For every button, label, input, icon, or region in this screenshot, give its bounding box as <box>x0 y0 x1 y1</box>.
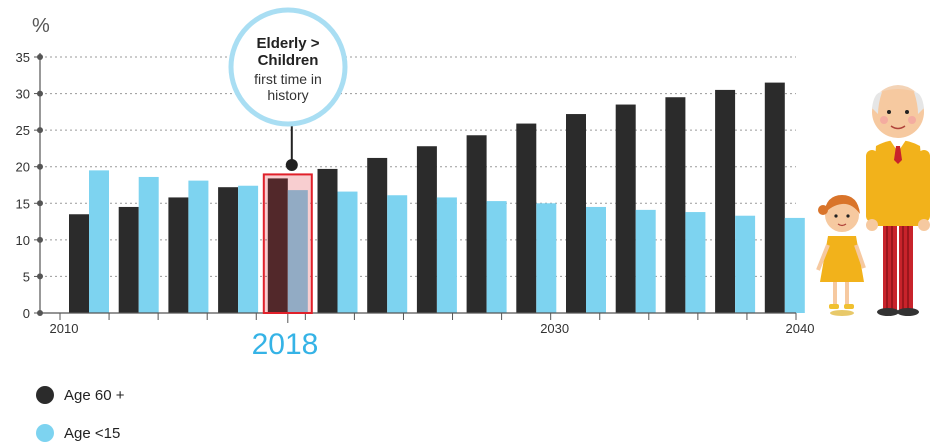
bar-elderly-2022 <box>367 157 388 313</box>
bar-elderly-2036 <box>715 89 736 314</box>
bar-children-2012 <box>138 176 159 313</box>
bar-children-2014 <box>188 180 209 313</box>
bar-children-2032 <box>635 209 656 313</box>
callout-dot <box>285 159 298 171</box>
y-tick-label-15: 15 <box>16 196 30 211</box>
bar-children-2034 <box>685 212 706 313</box>
callout-text-line-0: first time in <box>254 71 322 87</box>
callout-bubble: Elderly > Children first time in history <box>228 7 348 127</box>
bar-children-2038 <box>784 217 805 313</box>
bar-elderly-2020 <box>317 168 338 313</box>
bar-children-2030 <box>586 206 606 313</box>
bar-elderly-2026 <box>466 135 487 313</box>
bar-elderly-2038 <box>764 82 785 313</box>
axes: 0 5 10 15 20 25 30 35 2010 2030 2040 <box>16 50 815 336</box>
bar-children-2026 <box>486 201 507 313</box>
callout-text-line-1: history <box>267 87 308 103</box>
y-tick-label-0: 0 <box>23 306 30 321</box>
bar-children-2024 <box>436 197 457 313</box>
bar-elderly-2024 <box>416 146 437 313</box>
y-tick-label-35: 35 <box>16 50 30 65</box>
elderly-man-icon <box>866 85 930 316</box>
bar-elderly-2034 <box>665 97 686 313</box>
bar-elderly-2018 <box>267 178 288 313</box>
bar-children-2020 <box>337 191 358 313</box>
bar-children-2022 <box>387 195 408 313</box>
bar-children-2010 <box>89 170 109 313</box>
x-tick-label-2010: 2010 <box>50 321 79 336</box>
callout-title: Elderly > Children <box>257 35 320 69</box>
x-tick-label-2030: 2030 <box>540 321 569 336</box>
callout-subtitle: first time in history <box>254 71 322 103</box>
bar-elderly-2014 <box>168 197 189 313</box>
legend-item-children: Age <15 <box>36 424 120 442</box>
y-tick-label-30: 30 <box>16 87 30 102</box>
legend-item-elderly: Age 60 + <box>36 386 124 404</box>
bar-elderly-2032 <box>615 104 636 314</box>
bar-children-2028 <box>536 203 557 313</box>
callout-bold-line-0: Elderly > <box>257 35 320 52</box>
bar-elderly-2030 <box>566 114 586 314</box>
bar-elderly-2012 <box>118 206 139 313</box>
legend-label-children: Age <15 <box>64 424 121 442</box>
x-tick-label-2040: 2040 <box>786 321 815 336</box>
bar-children-2016 <box>238 185 259 313</box>
bar-children-2036 <box>735 215 756 313</box>
y-tick-label-20: 20 <box>16 160 30 175</box>
bar-elderly-2016 <box>218 187 239 313</box>
highlight-tint <box>263 174 312 313</box>
y-tick-label-10: 10 <box>16 233 30 248</box>
callout-bold-line-1: Children <box>258 52 319 69</box>
y-tick-label-5: 5 <box>23 269 30 284</box>
young-girl-icon <box>816 195 866 316</box>
legend-label-elderly: Age 60 + <box>64 386 125 404</box>
y-unit-label: % <box>32 15 50 37</box>
bar-elderly-2010 <box>69 214 89 313</box>
bar-elderly-2028 <box>516 123 537 313</box>
bar-children-2018 <box>287 190 308 313</box>
highlight-year-label: 2018 <box>252 328 319 361</box>
elderly-legend-swatch <box>36 386 54 404</box>
children-legend-swatch <box>36 424 54 442</box>
highlight-box <box>262 173 313 314</box>
y-tick-label-25: 25 <box>16 123 30 138</box>
bars <box>69 82 805 314</box>
